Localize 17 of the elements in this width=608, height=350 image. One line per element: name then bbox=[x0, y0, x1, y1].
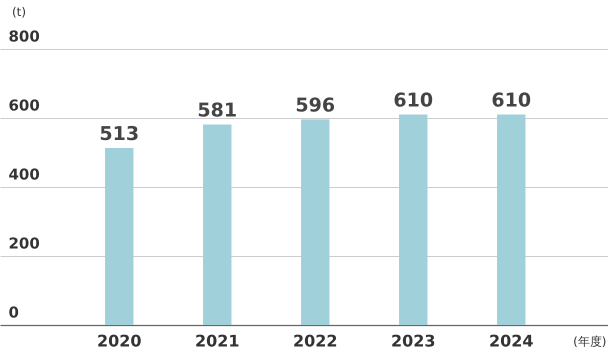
y-axis-title: (t) bbox=[12, 5, 26, 19]
y-tick-label: 200 bbox=[8, 234, 40, 252]
data-label: 610 bbox=[491, 90, 532, 112]
y-tick-label: 400 bbox=[8, 166, 40, 184]
y-tick-label: 600 bbox=[8, 96, 40, 114]
x-tick-label: 2021 bbox=[194, 332, 240, 350]
data-label: 513 bbox=[99, 123, 140, 146]
x-tick-label: 2023 bbox=[390, 332, 436, 350]
y-tick-label: 800 bbox=[8, 28, 40, 46]
data-label: 581 bbox=[197, 100, 238, 122]
x-axis-title: (年度) bbox=[573, 334, 606, 348]
data-label: 610 bbox=[393, 90, 434, 112]
data-label: 596 bbox=[295, 94, 336, 116]
y-tick-label: 0 bbox=[8, 304, 19, 322]
x-tick-label: 2024 bbox=[488, 332, 534, 350]
x-tick-label: 2022 bbox=[292, 332, 338, 350]
x-tick-label: 2020 bbox=[96, 332, 142, 350]
